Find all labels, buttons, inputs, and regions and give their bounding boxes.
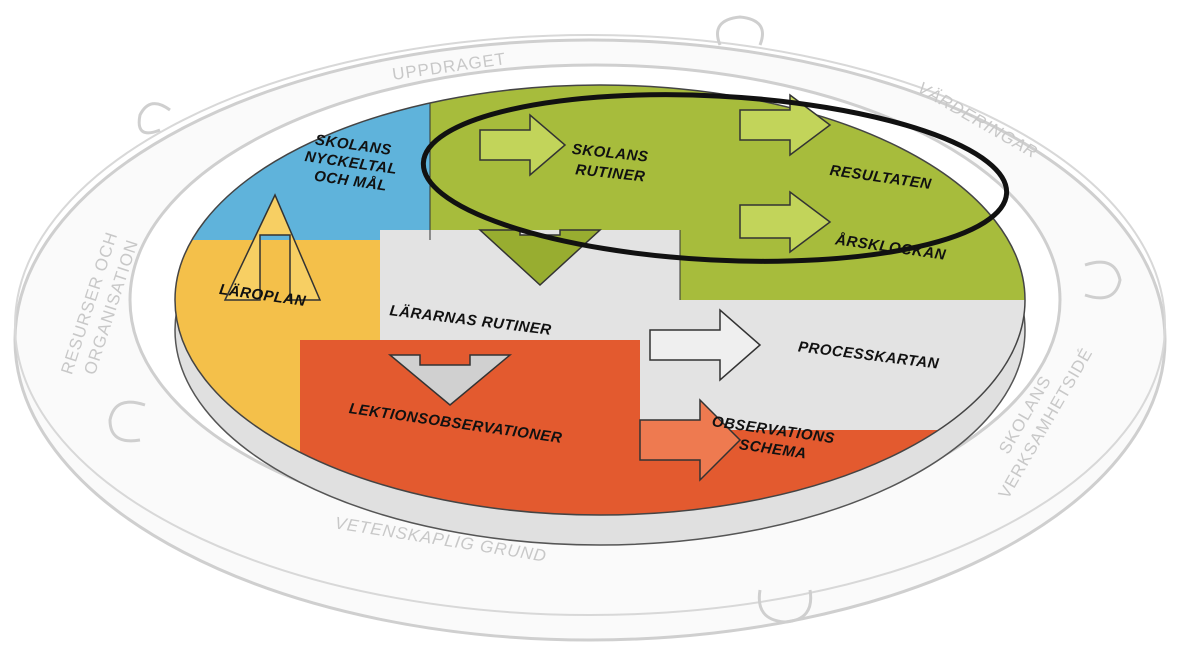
disk-top: [174, 84, 1026, 516]
puzzle-joints: [108, 15, 1122, 624]
highlight-circle: [420, 92, 1010, 264]
segment-lesson-observations: [300, 340, 1025, 515]
outer-ring-edge: [14, 34, 1166, 616]
